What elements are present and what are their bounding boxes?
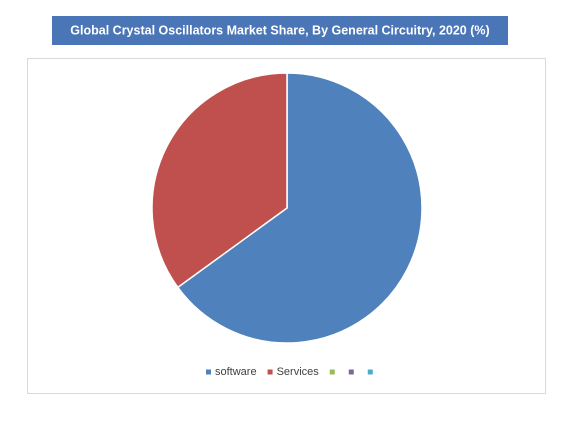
legend-label: software (215, 366, 257, 378)
legend-swatch (348, 369, 354, 375)
legend-swatch (206, 369, 211, 375)
chart-title: Global Crystal Oscillators Market Share,… (70, 23, 489, 37)
title-banner (52, 16, 508, 45)
legend-swatch (329, 369, 335, 375)
pie-slice (151, 72, 288, 289)
legend-swatch (267, 369, 273, 375)
plot-frame (27, 58, 546, 394)
pie-slice (176, 72, 423, 344)
legend-swatch (367, 369, 373, 375)
legend-label: Services (277, 366, 320, 378)
